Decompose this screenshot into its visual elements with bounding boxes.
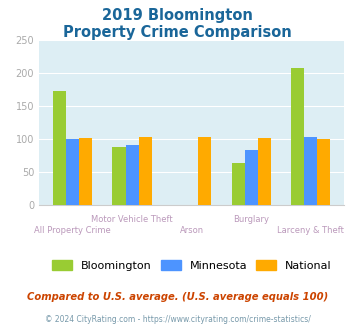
Bar [139, 137, 152, 205]
Bar [79, 138, 92, 205]
Bar [231, 163, 245, 205]
Bar [66, 139, 79, 205]
Text: Property Crime Comparison: Property Crime Comparison [63, 25, 292, 40]
Text: Motor Vehicle Theft: Motor Vehicle Theft [91, 214, 173, 223]
Bar [198, 137, 211, 205]
Bar [245, 150, 258, 205]
Text: © 2024 CityRating.com - https://www.cityrating.com/crime-statistics/: © 2024 CityRating.com - https://www.city… [45, 315, 310, 324]
Text: Compared to U.S. average. (U.S. average equals 100): Compared to U.S. average. (U.S. average … [27, 292, 328, 302]
Text: 2019 Bloomington: 2019 Bloomington [102, 8, 253, 23]
Text: Arson: Arson [180, 226, 204, 235]
Text: Burglary: Burglary [233, 214, 269, 223]
Bar [53, 91, 66, 205]
Bar [126, 145, 139, 205]
Bar [258, 138, 271, 205]
Bar [304, 137, 317, 205]
Text: All Property Crime: All Property Crime [34, 226, 111, 235]
Bar [291, 68, 304, 205]
Bar [317, 139, 331, 205]
Text: Larceny & Theft: Larceny & Theft [277, 226, 344, 235]
Legend: Bloomington, Minnesota, National: Bloomington, Minnesota, National [49, 256, 335, 274]
Bar [113, 147, 126, 205]
